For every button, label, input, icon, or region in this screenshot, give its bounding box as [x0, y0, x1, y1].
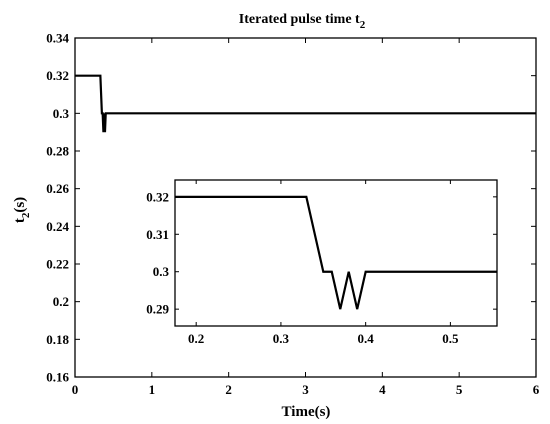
main-y-tick-label: 0.28 [46, 144, 69, 159]
inset-y-tick-label: 0.3 [153, 264, 170, 279]
chart-title: Iterated pulse time t2 [239, 12, 366, 31]
main-y-tick-label: 0.24 [46, 219, 69, 234]
main-y-tick-label: 0.16 [46, 370, 69, 385]
main-x-tick-label: 6 [533, 382, 540, 397]
main-series-line [75, 74, 536, 133]
main-y-tick-label: 0.3 [53, 106, 70, 121]
inset-y-tick-label: 0.31 [146, 227, 169, 242]
main-x-tick-label: 3 [302, 382, 309, 397]
main-y-tick-label: 0.2 [53, 294, 69, 309]
inset-axes: 0.2 0.3 0.4 0.5 0.29 0.3 0.31 0.32 [146, 179, 498, 346]
main-y-tick-label: 0.34 [46, 31, 69, 46]
y-axis-label: t2(s) [12, 197, 32, 223]
main-x-tick-label: 5 [456, 382, 463, 397]
inset-y-tick-label: 0.29 [146, 302, 169, 317]
main-x-tick-label: 1 [149, 382, 156, 397]
inset-x-tick-label: 0.5 [442, 331, 459, 346]
main-y-tick-label: 0.22 [46, 257, 69, 272]
inset-series-line [175, 195, 497, 310]
inset-plot-frame [174, 179, 498, 327]
main-axes: 0 1 2 3 4 5 6 0.16 0.18 0.2 0.22 0.24 0.26 0.28 0.3 0.3… [46, 31, 540, 398]
inset-x-tick-label: 0.3 [273, 331, 290, 346]
main-y-tick-label: 0.18 [46, 332, 69, 347]
inset-y-tick-label: 0.32 [146, 189, 169, 204]
main-x-tick-label: 4 [379, 382, 386, 397]
x-axis-label: Time(s) [282, 404, 331, 420]
inset-x-tick-label: 0.2 [188, 331, 204, 346]
main-y-tick-label: 0.32 [46, 68, 69, 83]
main-x-tick-label: 2 [225, 382, 232, 397]
inset-x-tick-label: 0.4 [358, 331, 375, 346]
main-y-tick-label: 0.26 [46, 181, 69, 196]
main-x-tick-label: 0 [72, 382, 79, 397]
